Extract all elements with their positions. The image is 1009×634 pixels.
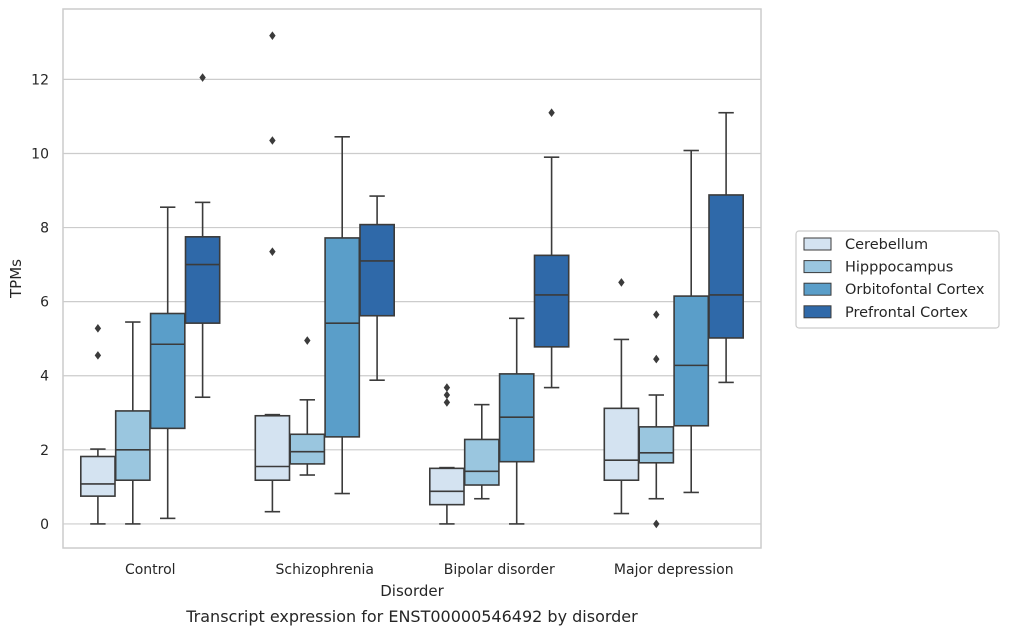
box-group bbox=[289, 336, 326, 476]
outlier-point bbox=[548, 108, 555, 118]
box-group bbox=[254, 31, 291, 513]
plot-frame bbox=[62, 8, 762, 549]
box-group bbox=[638, 310, 675, 529]
box-group bbox=[463, 403, 500, 500]
box bbox=[114, 410, 151, 482]
legend-item: Orbitofontal Cortex bbox=[803, 282, 985, 298]
y-axis-label: TPMs bbox=[7, 259, 25, 299]
outlier-point bbox=[443, 390, 451, 400]
x-tick-label: Major depression bbox=[614, 562, 734, 578]
chart-caption: Transcript expression for ENST0000054649… bbox=[185, 607, 638, 626]
outlier-point bbox=[269, 136, 276, 145]
box bbox=[324, 237, 361, 438]
box-group bbox=[498, 317, 535, 525]
y-tick-label: 12 bbox=[31, 72, 49, 88]
y-tick-label: 10 bbox=[31, 146, 49, 162]
y-tick-label: 2 bbox=[40, 443, 49, 459]
legend: Cerebellum Hipppocampus Orbitofontal Corte… bbox=[795, 230, 1000, 329]
outlier-point bbox=[653, 310, 660, 319]
box bbox=[149, 312, 186, 430]
x-tick-label: Control bbox=[125, 562, 176, 578]
outlier-point bbox=[443, 398, 451, 407]
box bbox=[463, 438, 500, 486]
legend-swatch bbox=[803, 282, 832, 296]
legend-swatch bbox=[803, 260, 832, 274]
series-prefrontal-cortex bbox=[184, 73, 745, 399]
outlier-point bbox=[269, 247, 276, 256]
series-cerebellum bbox=[79, 31, 640, 525]
box-group bbox=[359, 195, 396, 381]
plot-series bbox=[79, 31, 745, 529]
box bbox=[289, 433, 326, 465]
box bbox=[254, 414, 291, 482]
box-group bbox=[114, 321, 151, 525]
x-tick-label: Schizophrenia bbox=[276, 562, 374, 578]
x-axis-label: Disorder bbox=[380, 582, 444, 600]
series-hipppocampus bbox=[114, 310, 675, 529]
legend-label: Hipppocampus bbox=[845, 260, 953, 276]
y-tick-label: 0 bbox=[40, 517, 49, 533]
outlier-point bbox=[443, 383, 451, 392]
legend-label: Orbitofontal Cortex bbox=[845, 282, 985, 298]
outlier-point bbox=[94, 324, 102, 333]
legend-item: Hipppocampus bbox=[803, 260, 953, 276]
box-group bbox=[428, 383, 465, 525]
y-tick-labels: 0 2 4 6 8 10 12 bbox=[31, 72, 49, 533]
box-group bbox=[603, 278, 640, 515]
outlier-point bbox=[94, 351, 102, 360]
legend-swatch bbox=[803, 237, 832, 251]
outlier-point bbox=[269, 31, 276, 40]
legend-item: Cerebellum bbox=[803, 237, 928, 253]
box bbox=[673, 295, 710, 427]
box-group bbox=[79, 324, 116, 525]
box bbox=[638, 426, 675, 464]
y-tick-label: 6 bbox=[40, 295, 49, 311]
box bbox=[708, 194, 745, 339]
outlier-point bbox=[618, 278, 625, 287]
legend-label: Prefrontal Cortex bbox=[845, 305, 968, 321]
box bbox=[533, 254, 570, 348]
y-tick-label: 4 bbox=[40, 369, 49, 385]
box-group bbox=[149, 206, 186, 520]
box-group bbox=[533, 108, 570, 389]
legend-swatch bbox=[803, 305, 832, 319]
box bbox=[603, 407, 640, 482]
outlier-point bbox=[199, 73, 206, 82]
y-tick-label: 8 bbox=[40, 221, 49, 237]
box-group bbox=[673, 149, 710, 494]
box-group bbox=[324, 136, 361, 495]
outlier-point bbox=[653, 354, 660, 364]
x-tick-labels: Control Schizophrenia Bipolar disorder Majo… bbox=[125, 562, 734, 578]
box bbox=[79, 455, 116, 497]
outlier-point bbox=[653, 519, 660, 529]
legend-item: Prefrontal Cortex bbox=[803, 305, 968, 321]
box bbox=[184, 236, 221, 324]
legend-label: Cerebellum bbox=[845, 237, 928, 253]
box-group bbox=[708, 111, 745, 384]
box bbox=[359, 223, 396, 317]
series-orbitofontal-cortex bbox=[149, 136, 710, 525]
x-tick-label: Bipolar disorder bbox=[444, 562, 555, 578]
box-group bbox=[184, 73, 221, 399]
legend-frame bbox=[795, 230, 1000, 329]
box bbox=[428, 467, 465, 506]
outlier-point bbox=[304, 336, 311, 345]
